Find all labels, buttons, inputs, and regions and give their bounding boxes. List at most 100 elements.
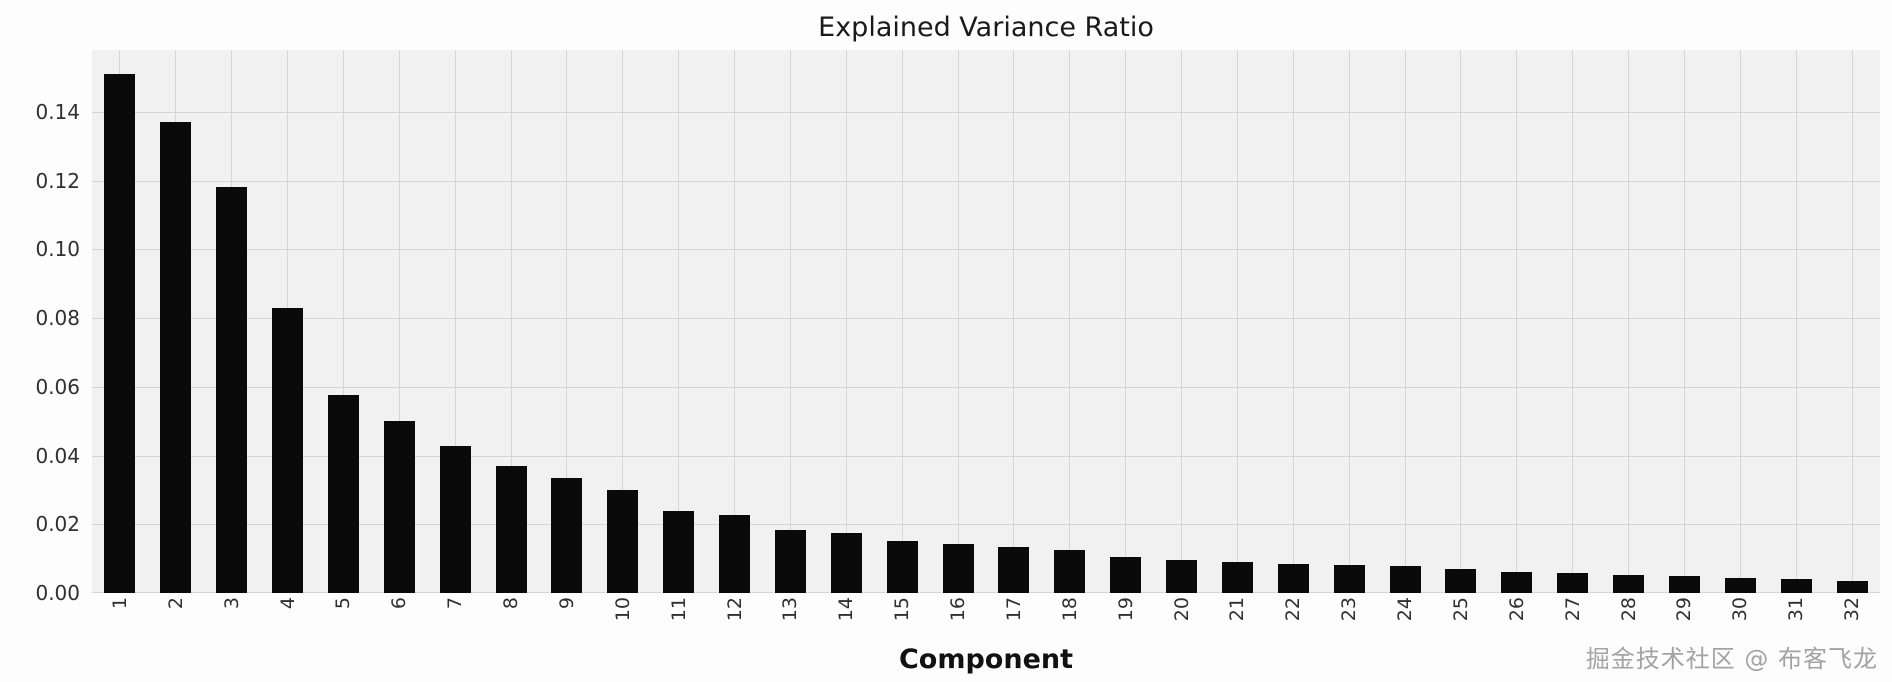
gridline-vertical bbox=[1292, 50, 1294, 593]
gridline-vertical bbox=[901, 50, 903, 593]
gridline-vertical bbox=[1013, 50, 1015, 593]
bar bbox=[439, 446, 471, 593]
bar bbox=[607, 489, 639, 593]
gridline-vertical bbox=[734, 50, 736, 593]
gridline-vertical bbox=[789, 50, 791, 593]
x-tick-label: 29 bbox=[1673, 597, 1696, 622]
bar bbox=[830, 532, 862, 593]
plot-area bbox=[92, 50, 1880, 593]
gridline-vertical bbox=[1683, 50, 1685, 593]
x-tick-label: 15 bbox=[891, 597, 914, 622]
x-tick-label: 31 bbox=[1785, 597, 1808, 622]
bar bbox=[216, 187, 248, 593]
gridline-vertical bbox=[1404, 50, 1406, 593]
gridline-vertical bbox=[678, 50, 680, 593]
y-tick-label: 0.02 bbox=[35, 512, 80, 537]
x-tick-label: 27 bbox=[1561, 597, 1584, 622]
x-tick-label: 13 bbox=[779, 597, 802, 622]
y-tick-label: 0.00 bbox=[35, 581, 80, 605]
x-tick-label: 10 bbox=[611, 597, 634, 622]
bar bbox=[1668, 575, 1700, 593]
x-tick-label: 25 bbox=[1449, 597, 1472, 622]
gridline-horizontal bbox=[92, 455, 1880, 457]
gridline-vertical bbox=[1236, 50, 1238, 593]
bar bbox=[1557, 573, 1589, 593]
bar bbox=[327, 395, 359, 593]
bar bbox=[1166, 560, 1198, 593]
bar bbox=[495, 465, 527, 593]
x-tick-label: 24 bbox=[1394, 597, 1417, 622]
gridline-vertical bbox=[1628, 50, 1630, 593]
y-tick-label: 0.04 bbox=[35, 443, 80, 468]
gridline-vertical bbox=[1181, 50, 1183, 593]
gridline-vertical bbox=[342, 50, 344, 593]
gridline-horizontal bbox=[92, 524, 1880, 526]
y-tick-label: 0.06 bbox=[35, 374, 80, 399]
bar bbox=[1389, 566, 1421, 593]
bar bbox=[1110, 556, 1142, 593]
x-tick-label: 30 bbox=[1729, 597, 1752, 622]
gridline-horizontal bbox=[92, 386, 1880, 388]
x-tick-label: 16 bbox=[947, 597, 970, 622]
gridline-vertical bbox=[454, 50, 456, 593]
bar bbox=[998, 546, 1030, 593]
gridline-vertical bbox=[1348, 50, 1350, 593]
gridline-vertical bbox=[1125, 50, 1127, 593]
bar bbox=[1613, 575, 1645, 593]
y-tick-label: 0.10 bbox=[35, 237, 80, 262]
bar bbox=[383, 421, 415, 593]
x-tick-label: 23 bbox=[1338, 597, 1361, 622]
y-tick-label: 0.08 bbox=[35, 306, 80, 331]
bar bbox=[1054, 550, 1086, 593]
x-tick-label: 9 bbox=[555, 597, 578, 610]
y-tick-label: 0.14 bbox=[35, 99, 80, 124]
chart-title: Explained Variance Ratio bbox=[818, 12, 1154, 43]
x-tick-label: 12 bbox=[723, 597, 746, 622]
bar bbox=[774, 530, 806, 593]
x-tick-label: 22 bbox=[1282, 597, 1305, 622]
gridline-vertical bbox=[1516, 50, 1518, 593]
x-tick-label: 20 bbox=[1170, 597, 1193, 622]
gridline-horizontal bbox=[92, 111, 1880, 113]
bar bbox=[719, 514, 751, 593]
gridline-vertical bbox=[1069, 50, 1071, 593]
y-tick-label: 0.12 bbox=[35, 168, 80, 193]
x-tick-label: 19 bbox=[1114, 597, 1137, 622]
x-tick-label: 28 bbox=[1617, 597, 1640, 622]
watermark: 掘金技术社区 @ 布客飞龙 bbox=[1585, 645, 1878, 673]
x-tick-label: 4 bbox=[276, 597, 299, 610]
x-tick-label: 3 bbox=[220, 597, 243, 610]
x-tick-label: 18 bbox=[1058, 597, 1081, 622]
x-tick-label: 21 bbox=[1226, 597, 1249, 622]
x-axis-label: Component bbox=[898, 644, 1074, 675]
bar bbox=[272, 307, 304, 593]
bar bbox=[1780, 579, 1812, 593]
x-tick-label: 32 bbox=[1841, 597, 1864, 622]
bar bbox=[663, 510, 695, 593]
gridline-vertical bbox=[1795, 50, 1797, 593]
x-tick-label: 6 bbox=[388, 597, 411, 610]
x-tick-label: 8 bbox=[500, 597, 523, 610]
bar bbox=[942, 544, 974, 593]
x-tick-label: 1 bbox=[108, 597, 131, 610]
x-tick-label: 11 bbox=[667, 597, 690, 622]
gridline-vertical bbox=[566, 50, 568, 593]
x-tick-label: 2 bbox=[164, 597, 187, 610]
x-tick-label: 5 bbox=[332, 597, 355, 610]
gridline-horizontal bbox=[92, 592, 1880, 593]
gridline-vertical bbox=[1851, 50, 1853, 593]
bar bbox=[1445, 568, 1477, 593]
gridline-vertical bbox=[1739, 50, 1741, 593]
gridline-vertical bbox=[845, 50, 847, 593]
bar bbox=[160, 122, 192, 593]
gridline-vertical bbox=[957, 50, 959, 593]
x-tick-label: 17 bbox=[1002, 597, 1025, 622]
x-tick-label: 14 bbox=[835, 597, 858, 622]
x-tick-label: 7 bbox=[444, 597, 467, 610]
bar bbox=[1836, 580, 1868, 593]
bar bbox=[1501, 571, 1533, 593]
bar bbox=[1277, 563, 1309, 593]
gridline-vertical bbox=[622, 50, 624, 593]
gridline-vertical bbox=[1572, 50, 1574, 593]
